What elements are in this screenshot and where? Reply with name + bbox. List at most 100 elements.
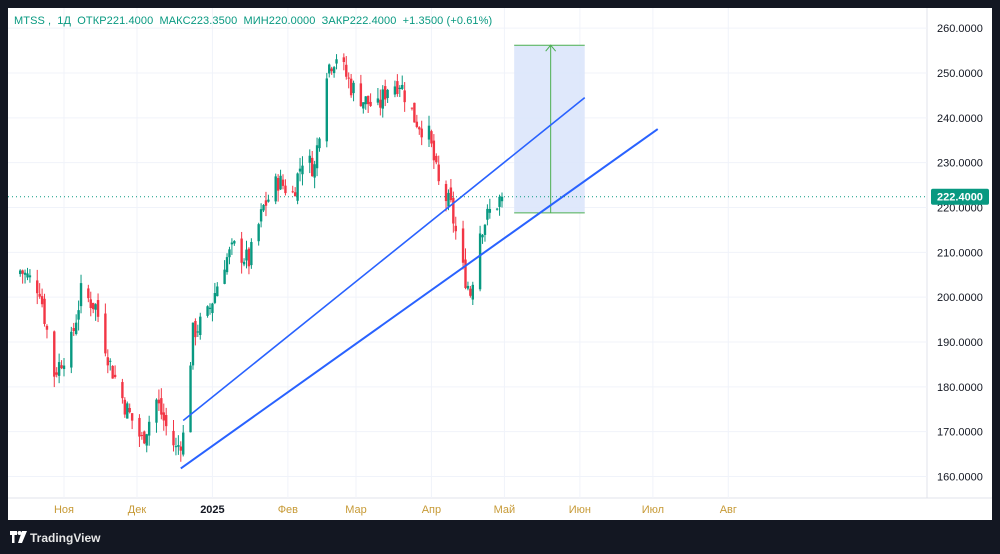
candle-body (381, 89, 384, 109)
candle-body (109, 360, 112, 362)
x-tick-label: Мар (345, 504, 367, 516)
candle-body (488, 209, 492, 213)
candle-body (328, 64, 331, 74)
candle-body (284, 185, 287, 194)
candle-body (262, 205, 265, 211)
candle-body (245, 249, 248, 261)
ohlc-legend: MTSS, 1Д ОТКР221.4000 МАКС223.3500 МИН22… (14, 15, 493, 27)
x-tick-label: Дек (128, 504, 147, 516)
candle-body (79, 283, 83, 307)
candle-body (276, 178, 280, 191)
candle-body (279, 175, 282, 190)
candle-body (330, 68, 333, 72)
candle-body (111, 365, 114, 379)
candle-body (379, 99, 382, 108)
candle-body (435, 155, 438, 163)
candle-body (444, 183, 448, 202)
trendline[interactable] (180, 128, 659, 470)
legend-low-value: 220.0000 (268, 15, 316, 27)
candle-body (94, 304, 97, 310)
legend-change: +1.3500 (+0.61%) (402, 15, 493, 27)
x-tick-label: Июл (642, 504, 664, 516)
candle-body (486, 208, 489, 220)
candle-body (418, 127, 421, 130)
candle-body (498, 196, 501, 207)
legend-open-value: 221.4000 (106, 15, 154, 27)
candle-body (147, 421, 151, 436)
legend-high-value: 223.3500 (190, 15, 238, 27)
chart-panel[interactable] (8, 8, 992, 520)
last-price-badge-label: 222.4000 (937, 192, 983, 204)
candle-body (140, 435, 144, 437)
candle-body (291, 191, 294, 193)
y-tick-label: 180.0000 (937, 382, 983, 394)
y-tick-label: 190.0000 (937, 337, 983, 349)
candle-body (401, 84, 404, 89)
candle-body (264, 200, 268, 206)
y-tick-label: 220.0000 (937, 202, 983, 214)
candle-body (233, 241, 236, 244)
candle-body (162, 412, 165, 421)
candle-body (427, 125, 431, 140)
candle-body (87, 288, 90, 299)
candle-body (123, 399, 127, 415)
candle-body (454, 225, 457, 232)
legend-symbol[interactable]: MTSS (14, 15, 45, 27)
candle-body (206, 306, 209, 316)
candle-body (267, 199, 270, 202)
candle-body (345, 64, 348, 77)
candle-body (189, 365, 192, 433)
y-tick-label: 170.0000 (937, 427, 983, 439)
tradingview-logo-icon[interactable] (10, 530, 28, 544)
candle-body (376, 98, 380, 103)
legend-interval[interactable]: 1Д (57, 15, 72, 27)
candle-body (281, 179, 285, 186)
legend-close-label: ЗАКР (321, 15, 350, 27)
projection-box[interactable] (514, 45, 585, 213)
y-tick-label: 230.0000 (937, 158, 983, 170)
candle-body (57, 362, 61, 376)
candle-body (352, 82, 355, 94)
x-tick-label: Ноя (54, 504, 74, 516)
candle-body (23, 272, 27, 275)
candle-body (121, 382, 124, 399)
candle-body (296, 173, 299, 201)
y-tick-label: 160.0000 (937, 471, 983, 483)
candle-body (26, 273, 29, 278)
candle-body (332, 67, 336, 74)
legend-low-label: МИН (243, 15, 269, 27)
candle-body (452, 197, 455, 224)
candle-body (36, 280, 39, 294)
candle-body (143, 431, 146, 444)
candle-body (208, 307, 212, 310)
candle-body (481, 235, 484, 238)
candle-body (410, 107, 414, 109)
candle-body (74, 322, 78, 334)
candle-body (259, 209, 263, 222)
candle-body (464, 259, 467, 288)
candle-body (495, 208, 499, 210)
candle-body (130, 413, 134, 421)
candle-body (155, 399, 158, 423)
candle-body (500, 196, 504, 202)
candle-body (242, 261, 246, 265)
candle-body (313, 164, 316, 178)
candle-body (413, 102, 416, 123)
x-tick-label: Апр (422, 504, 441, 516)
trendline[interactable] (182, 97, 586, 422)
candle-body (359, 83, 363, 107)
candle-body (177, 445, 180, 447)
candle-body (72, 327, 75, 332)
candle-body (308, 155, 311, 163)
candle-body (483, 224, 487, 235)
candle-body (55, 372, 58, 375)
candle-body (60, 365, 63, 369)
candle-body (77, 310, 80, 320)
tradingview-name[interactable]: TradingView (30, 531, 101, 545)
candle-body (398, 87, 401, 89)
candle-body (92, 302, 95, 310)
candle-body (349, 78, 353, 96)
x-tick-label: 2025 (200, 504, 224, 516)
candle-body (104, 313, 107, 354)
